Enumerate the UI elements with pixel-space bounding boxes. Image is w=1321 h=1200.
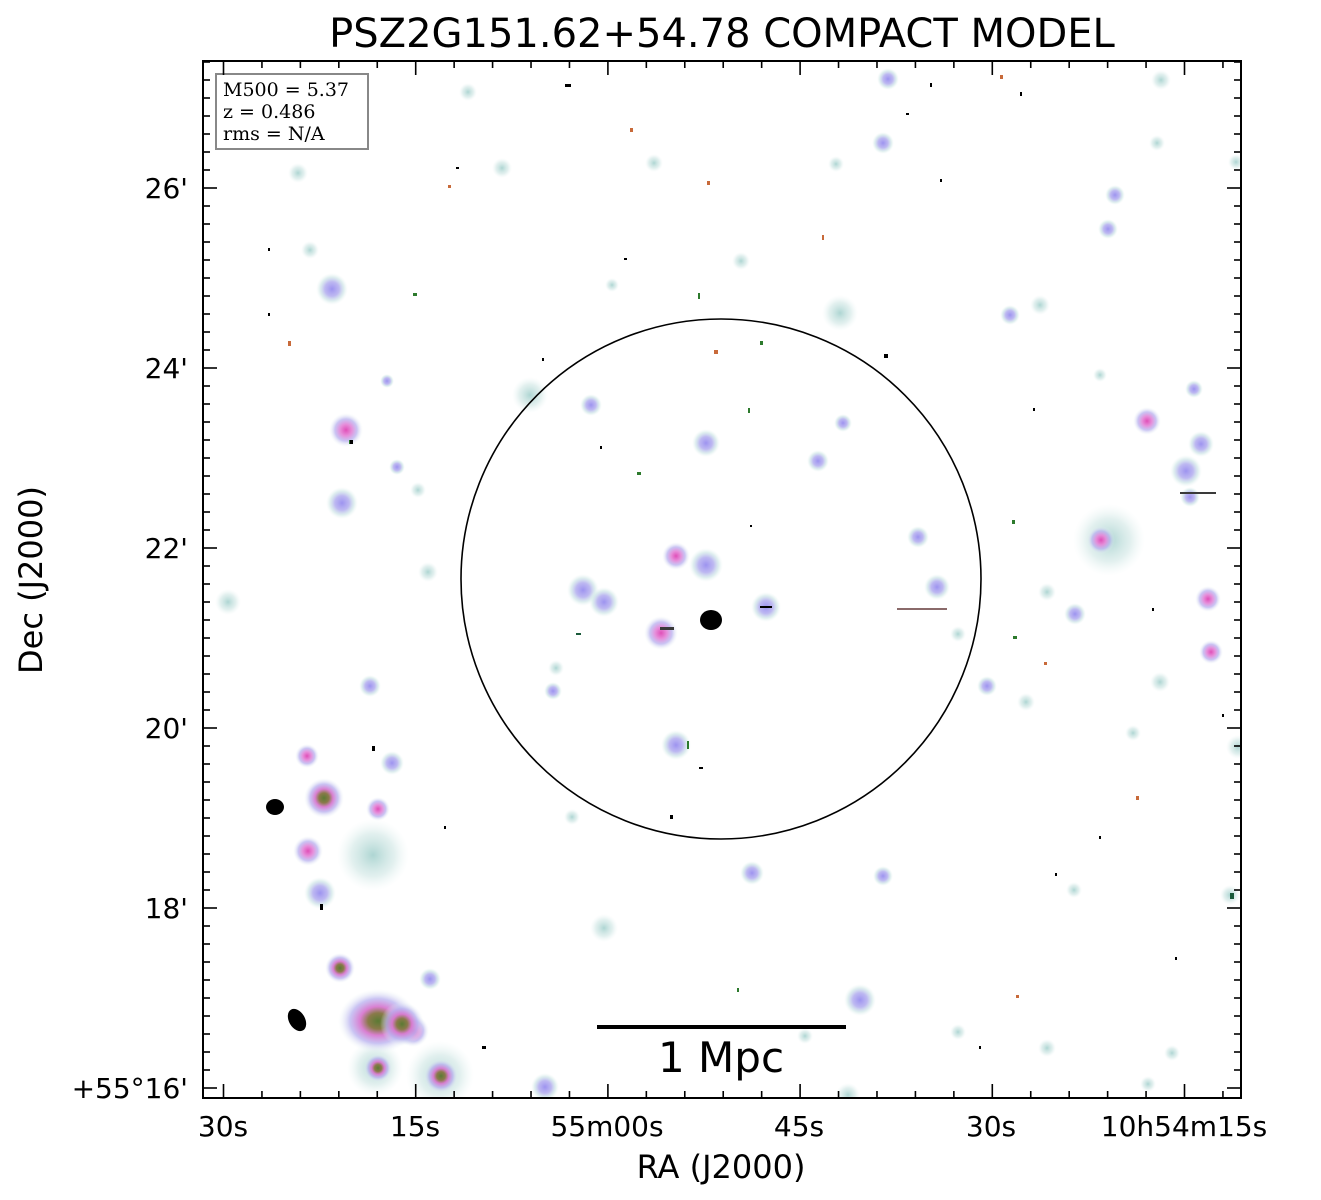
brightest-sources — [304, 778, 458, 1093]
info-rms: rms = N/A — [223, 123, 325, 145]
x-axis-label: RA (J2000) — [637, 1148, 806, 1186]
ra-tick-label: 30s — [198, 1110, 248, 1143]
diffuse-halo — [337, 819, 409, 891]
dec-tick-label: +55°16' — [72, 1072, 188, 1105]
dec-tick-label: 26' — [145, 172, 188, 205]
ra-tick-label: 30s — [966, 1110, 1016, 1143]
dec-tick-labels: +55°16' 18' 20' 22' 24' 26' — [72, 172, 188, 1105]
axis-ticks — [203, 61, 1241, 1098]
compact-cores — [266, 610, 722, 1032]
ra-tick-label: 15s — [390, 1110, 440, 1143]
y-axis-label: Dec (J2000) — [12, 486, 50, 674]
image-panel — [203, 61, 1241, 1098]
point-sources — [268, 75, 1234, 1049]
diffuse-halo — [822, 295, 858, 331]
dec-tick-label: 20' — [145, 712, 188, 745]
plot-frame — [202, 60, 1242, 1099]
info-redshift: z = 0.486 — [223, 101, 315, 123]
ra-tick-label: 55m00s — [550, 1110, 663, 1143]
info-box: M500 = 5.37 z = 0.486 rms = N/A — [215, 73, 369, 150]
faint-sources — [215, 70, 1241, 1098]
moderate-sources — [304, 68, 1214, 1098]
ra-tick-labels: 30s 15s 55m00s 45s 30s 10h54m15s — [198, 1110, 1267, 1143]
r500-circle — [460, 318, 982, 840]
scale-bar-label: 1 Mpc — [658, 1033, 784, 1082]
figure-title: PSZ2G151.62+54.78 COMPACT MODEL — [329, 11, 1115, 57]
diffuse-halo — [512, 377, 548, 413]
dec-tick-label: 18' — [145, 892, 188, 925]
ra-tick-label: 10h54m15s — [1101, 1110, 1268, 1143]
ra-tick-label: 45s — [774, 1110, 824, 1143]
info-mass: M500 = 5.37 — [223, 79, 349, 101]
emission-sources — [215, 68, 1241, 1098]
dec-tick-label: 22' — [145, 532, 188, 565]
dec-tick-label: 24' — [145, 352, 188, 385]
